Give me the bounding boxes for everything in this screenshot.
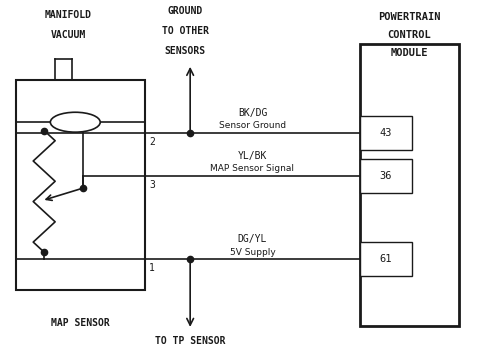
Text: BK/DG: BK/DG (238, 108, 267, 118)
Text: 43: 43 (380, 128, 392, 138)
Text: TO OTHER: TO OTHER (162, 26, 208, 36)
Text: VACUUM: VACUUM (50, 30, 86, 40)
Bar (360, 242, 412, 276)
Text: YL/BK: YL/BK (238, 151, 267, 161)
Bar (360, 159, 412, 193)
Text: CONTROL: CONTROL (388, 30, 432, 40)
Text: 2: 2 (150, 137, 155, 147)
Ellipse shape (50, 112, 100, 132)
Text: TO TP SENSOR: TO TP SENSOR (155, 336, 226, 346)
Bar (16, 80, 146, 290)
Text: MANIFOLD: MANIFOLD (44, 10, 92, 20)
Text: Sensor Ground: Sensor Ground (219, 121, 286, 130)
Text: 36: 36 (380, 171, 392, 181)
Text: POWERTRAIN: POWERTRAIN (378, 12, 441, 21)
Text: GROUND: GROUND (168, 6, 203, 16)
Text: MODULE: MODULE (391, 48, 428, 58)
Text: SENSORS: SENSORS (164, 46, 205, 56)
Text: MAP SENSOR: MAP SENSOR (51, 318, 110, 327)
Text: 3: 3 (150, 180, 155, 190)
Text: DG/YL: DG/YL (238, 234, 267, 244)
Text: 1: 1 (150, 263, 155, 273)
Text: 5V Supply: 5V Supply (230, 248, 276, 257)
Bar (360, 115, 412, 150)
Bar (360, 44, 460, 326)
Text: MAP Sensor Signal: MAP Sensor Signal (210, 164, 294, 174)
Text: 61: 61 (380, 254, 392, 264)
